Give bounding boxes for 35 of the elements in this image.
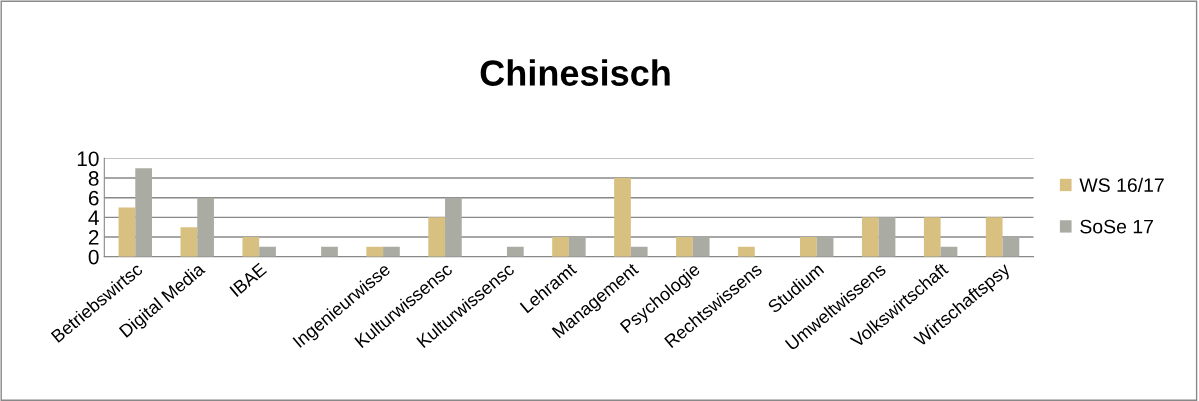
bar [985,217,1003,257]
y-tick-label: 4 [88,210,99,225]
legend-label: SoSe 17 [1080,219,1153,234]
bar [259,246,276,257]
bar [799,236,817,257]
y-tick-label: 0 [88,249,99,265]
bar [861,217,879,257]
bar [923,217,941,257]
bar [242,236,260,257]
bar [445,197,462,257]
bar [135,168,153,257]
bar [816,236,834,257]
y-tick-label: 10 [77,151,99,167]
bar [630,246,648,257]
bar [428,217,446,257]
chart-title: Chinesisch [480,59,670,86]
bar [506,246,524,257]
bar [383,246,400,257]
bar [878,217,896,257]
bar [321,246,338,257]
bar [568,236,586,257]
bar [366,246,384,257]
legend-label: WS 16/17 [1079,177,1164,193]
y-tick-label: 8 [88,171,99,186]
bar [197,197,214,257]
bar [692,236,710,257]
bar [180,227,198,257]
bar [1002,236,1020,257]
bar [552,236,569,257]
y-tick-label: 2 [88,229,99,245]
bar [118,207,136,257]
bar [676,236,693,257]
y-tick-label: 6 [88,190,99,206]
bar [738,246,755,257]
bar [614,178,631,257]
